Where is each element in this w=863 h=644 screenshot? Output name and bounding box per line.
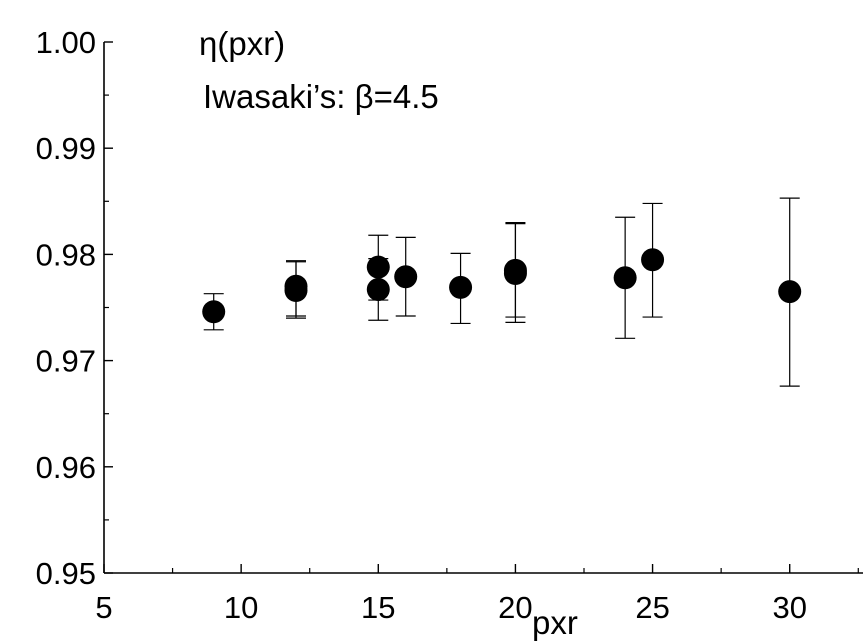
x-tick-label: 25 bbox=[635, 590, 669, 625]
y-tick-label: 0.95 bbox=[36, 556, 96, 591]
y-tick-label: 0.99 bbox=[36, 131, 96, 166]
x-tick-label: 15 bbox=[361, 590, 395, 625]
axes: 0.95 0.96 0.97 0.98 0.99 1.00 5 10 15 20 25 30 bbox=[36, 25, 863, 625]
data-marks bbox=[202, 197, 802, 387]
y-tick-label: 0.96 bbox=[36, 450, 96, 485]
x-tick-label: 5 bbox=[95, 590, 112, 625]
data-point bbox=[202, 300, 226, 324]
annotation-action-beta: Iwasaki’s: β=4.5 bbox=[203, 78, 439, 115]
data-point bbox=[284, 274, 308, 298]
x-tick-label: 10 bbox=[224, 590, 258, 625]
data-point bbox=[641, 248, 665, 272]
data-point bbox=[778, 280, 802, 304]
data-point bbox=[366, 277, 390, 301]
data-point bbox=[503, 258, 527, 282]
x-tick-label: 20 bbox=[498, 590, 532, 625]
y-tick-label: 1.00 bbox=[36, 25, 96, 60]
data-point bbox=[394, 265, 418, 289]
y-tick-label: 0.98 bbox=[36, 237, 96, 272]
annotation-quantity: η(pxr) bbox=[199, 25, 285, 62]
y-tick-label: 0.97 bbox=[36, 344, 96, 379]
data-point bbox=[449, 275, 473, 299]
x-axis-label: pxr bbox=[532, 604, 578, 641]
data-point bbox=[613, 266, 637, 290]
x-tick-label: 30 bbox=[772, 590, 806, 625]
